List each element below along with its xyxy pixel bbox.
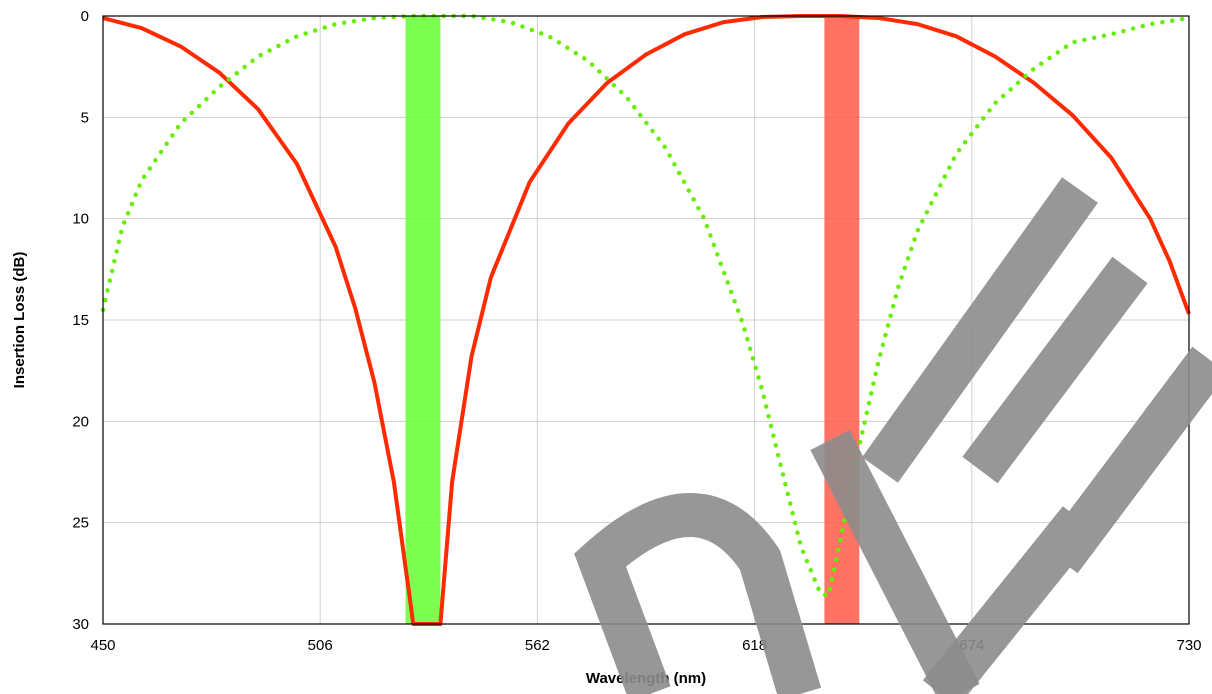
watermark-letter-e — [862, 177, 1212, 694]
watermark-letter-l — [810, 429, 980, 694]
x-tick-label: 450 — [90, 637, 115, 654]
x-tick-label: 506 — [308, 637, 333, 654]
y-tick-label: 15 — [72, 312, 89, 329]
y-tick-label: 25 — [72, 515, 89, 532]
y-tick-label: 30 — [72, 616, 89, 633]
y-tick-labels: 0 5 10 15 20 25 30 — [72, 8, 89, 633]
x-tick-label: 562 — [525, 637, 550, 654]
y-axis-title: Insertion Loss (dB) — [11, 252, 28, 389]
sample-watermark — [574, 177, 1212, 694]
watermark-letter-d — [574, 493, 822, 694]
y-tick-label: 20 — [72, 413, 89, 430]
x-tick-label: 618 — [742, 637, 767, 654]
highlight-band-1 — [405, 16, 441, 624]
series-lines — [100, 13, 1192, 626]
x-tick-label: 730 — [1176, 637, 1201, 654]
y-tick-label: 5 — [81, 109, 89, 126]
series-line-1 — [102, 14, 1191, 626]
y-tick-label: 0 — [81, 8, 89, 25]
y-tick-label: 10 — [72, 211, 89, 228]
series-line-2 — [100, 13, 1192, 598]
